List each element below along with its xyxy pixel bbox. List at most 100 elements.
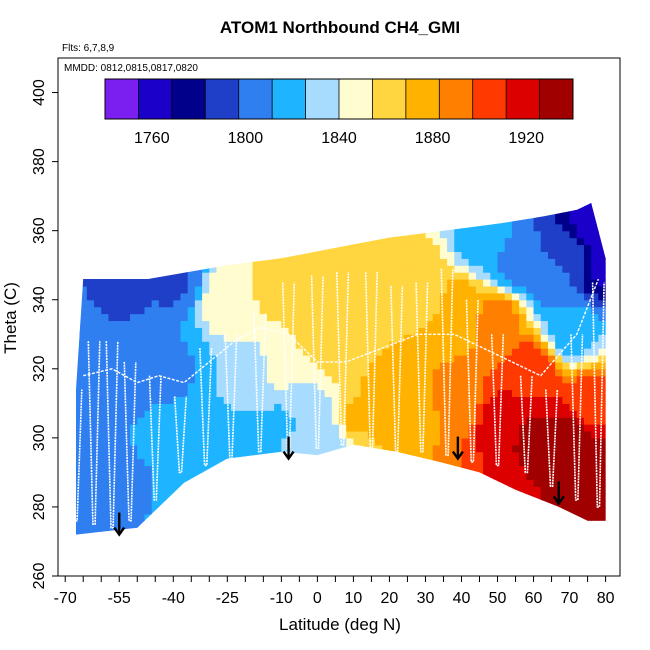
curtain-cell bbox=[547, 272, 556, 280]
curtain-cell bbox=[389, 472, 398, 480]
curtain-cell bbox=[115, 472, 124, 480]
curtain-cell bbox=[562, 534, 571, 535]
curtain-cell bbox=[389, 430, 398, 439]
curtain-cell bbox=[173, 417, 182, 425]
curtain-cell bbox=[274, 472, 282, 480]
curtain-cell bbox=[180, 520, 189, 529]
curtain-cell bbox=[504, 299, 513, 308]
curtain-cell bbox=[605, 465, 606, 473]
curtain-cell bbox=[281, 279, 290, 287]
curtain-cell bbox=[216, 458, 225, 467]
curtain-cell bbox=[187, 444, 196, 453]
curtain-cell bbox=[266, 327, 275, 335]
curtain-cell bbox=[519, 265, 527, 273]
curtain-cell bbox=[122, 486, 131, 494]
curtain-cell bbox=[389, 500, 398, 508]
curtain-cell bbox=[490, 258, 499, 266]
curtain-cell bbox=[468, 451, 477, 460]
curtain-cell bbox=[375, 368, 383, 377]
curtain-cell bbox=[101, 203, 110, 211]
curtain-cell bbox=[418, 203, 427, 204]
curtain-cell bbox=[403, 299, 412, 308]
curtain-cell bbox=[504, 382, 513, 391]
curtain-cell bbox=[454, 265, 463, 273]
curtain-cell bbox=[216, 237, 225, 246]
curtain-cell bbox=[389, 382, 398, 391]
curtain-cell bbox=[144, 327, 153, 335]
curtain-cell bbox=[360, 203, 369, 211]
curtain-cell bbox=[418, 500, 427, 508]
curtain-cell bbox=[367, 279, 376, 287]
curtain-cell bbox=[238, 493, 246, 501]
curtain-cell bbox=[454, 368, 463, 377]
curtain-cell bbox=[209, 389, 218, 398]
curtain-cell bbox=[375, 279, 383, 287]
curtain-cell bbox=[382, 410, 391, 418]
curtain-cell bbox=[346, 472, 355, 480]
curtain-cell bbox=[569, 430, 578, 439]
curtain-cell bbox=[346, 513, 355, 522]
curtain-cell bbox=[403, 203, 412, 211]
curtain-cell bbox=[468, 361, 477, 370]
curtain-cell bbox=[295, 209, 304, 218]
curtain-cell bbox=[238, 389, 246, 398]
curtain-cell bbox=[86, 341, 95, 349]
curtain-cell bbox=[252, 417, 261, 425]
curtain-cell bbox=[137, 265, 146, 273]
curtain-cell bbox=[209, 520, 218, 529]
curtain-cell bbox=[490, 209, 499, 218]
curtain-cell bbox=[353, 368, 362, 377]
curtain-cell bbox=[216, 320, 225, 328]
curtain-cell bbox=[79, 299, 88, 308]
curtain-cell bbox=[533, 230, 542, 239]
curtain-cell bbox=[238, 230, 246, 239]
curtain-cell bbox=[375, 527, 383, 535]
curtain-cell bbox=[375, 320, 383, 328]
curtain-cell bbox=[382, 272, 391, 280]
curtain-cell bbox=[591, 237, 599, 246]
curtain-cell bbox=[511, 327, 520, 335]
curtain-cell bbox=[533, 458, 542, 467]
curtain-cell bbox=[576, 341, 585, 349]
curtain-cell bbox=[194, 223, 203, 232]
curtain-cell bbox=[216, 410, 225, 418]
curtain-cell bbox=[569, 458, 578, 467]
curtain-cell bbox=[461, 382, 470, 391]
curtain-cell bbox=[418, 306, 427, 315]
curtain-cell bbox=[317, 237, 326, 246]
curtain-cell bbox=[403, 527, 412, 535]
curtain-cell bbox=[302, 472, 311, 480]
curtain-cell bbox=[425, 486, 434, 494]
curtain-cell bbox=[209, 444, 218, 453]
curtain-cell bbox=[461, 265, 470, 273]
curtain-cell bbox=[403, 320, 412, 328]
curtain-cell bbox=[274, 251, 282, 259]
curtain-cell bbox=[547, 361, 556, 370]
curtain-cell bbox=[130, 361, 138, 370]
curtain-cell bbox=[122, 272, 131, 280]
curtain-cell bbox=[576, 527, 585, 535]
curtain-cell bbox=[504, 216, 513, 225]
curtain-cell bbox=[295, 527, 304, 535]
curtain-cell bbox=[245, 382, 254, 391]
curtain-cell bbox=[367, 458, 376, 467]
curtain-cell bbox=[187, 306, 196, 315]
curtain-cell bbox=[79, 258, 88, 266]
curtain-cell bbox=[230, 424, 239, 432]
curtain-cell bbox=[151, 500, 160, 508]
curtain-cell bbox=[101, 285, 110, 294]
curtain-cell bbox=[375, 292, 383, 301]
curtain-cell bbox=[310, 223, 318, 232]
curtain-cell bbox=[389, 285, 398, 294]
curtain-cell bbox=[382, 265, 391, 273]
curtain-cell bbox=[230, 410, 239, 418]
curtain-cell bbox=[173, 306, 182, 315]
curtain-cell bbox=[295, 368, 304, 377]
curtain-cell bbox=[324, 417, 333, 425]
curtain-cell bbox=[497, 251, 506, 259]
curtain-cell bbox=[223, 513, 232, 522]
curtain-cell bbox=[526, 430, 535, 439]
curtain-cell bbox=[223, 223, 232, 232]
curtain-cell bbox=[432, 313, 441, 322]
curtain-cell bbox=[216, 209, 225, 218]
